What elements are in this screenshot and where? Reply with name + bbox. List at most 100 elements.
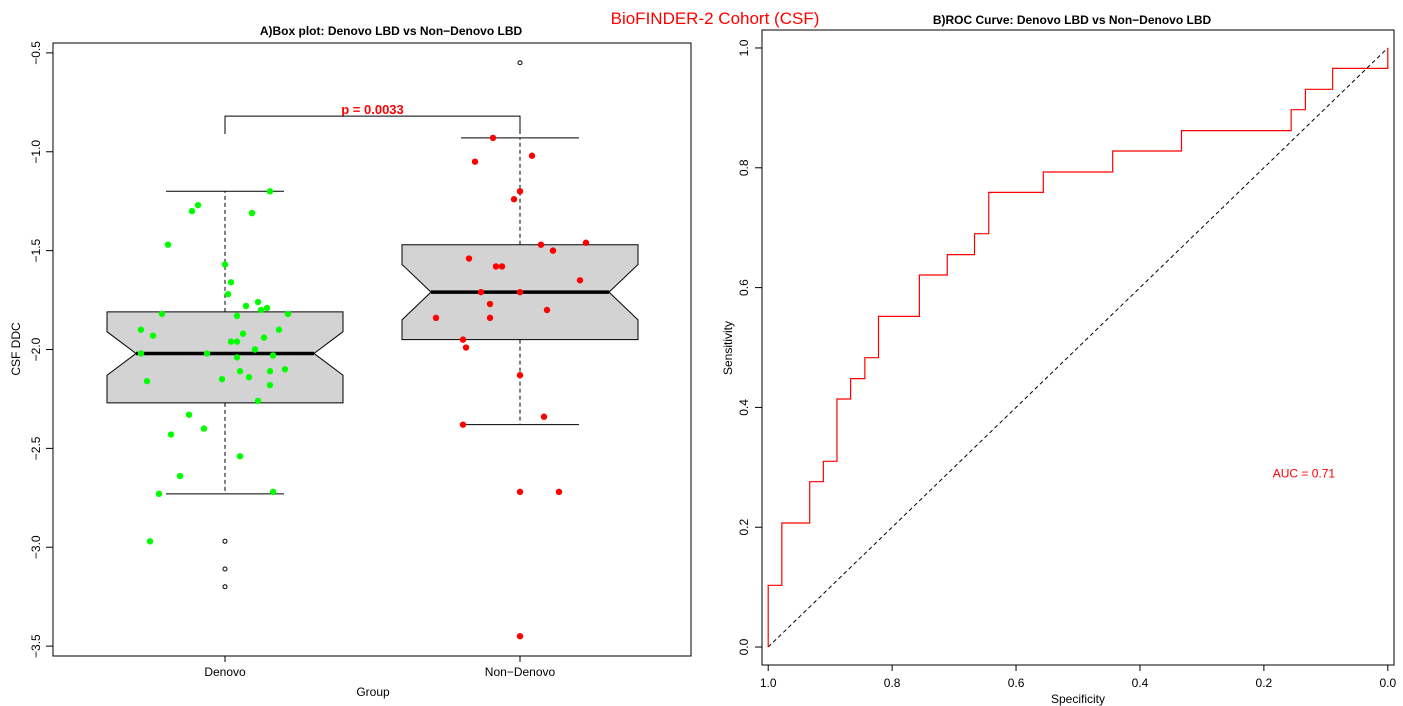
data-point-0-28 (269, 352, 277, 359)
boxplot-x-axis: Denovo Non−Denovo (204, 655, 556, 679)
y-tick-label: 0.6 (737, 279, 751, 296)
data-point-0-32 (245, 373, 253, 381)
data-point-0-24 (251, 346, 259, 353)
boxplot-y-axis: −3.5 −3.0 −2.5 −2.0 −1.5 −1.0 −0.5 (29, 41, 54, 658)
data-point-1-13 (576, 277, 584, 284)
data-point-1-2 (528, 152, 536, 159)
data-point-0-42 (155, 490, 163, 498)
data-point-0-34 (254, 397, 262, 405)
data-point-1-18 (459, 336, 467, 343)
data-point-0-13 (233, 312, 241, 320)
y-tick-label: 0.2 (737, 519, 751, 536)
boxplot-y-label: CSF DDC (9, 322, 23, 376)
data-point-1-7 (549, 247, 557, 254)
y-tick-label: 1.0 (737, 39, 751, 56)
data-point-1-19 (462, 344, 470, 351)
data-point-1-0 (489, 134, 497, 142)
roc-x-axis: 1.0 0.8 0.6 0.4 0.2 0.0 (760, 664, 1396, 690)
roc-title: B)ROC Curve: Denovo LBD vs Non−Denovo LB… (933, 13, 1212, 27)
data-point-0-17 (233, 338, 241, 345)
auc-label: AUC = 0.71 (1273, 466, 1336, 480)
data-point-1-14 (516, 288, 524, 296)
data-point-0-30 (236, 368, 244, 375)
x-tick-label: 1.0 (760, 676, 777, 690)
data-point-1-21 (540, 413, 548, 420)
data-point-0-29 (266, 368, 274, 375)
data-point-0-2 (194, 201, 202, 209)
y-tick-label: 0.0 (737, 638, 751, 655)
roc-reference-line (767, 47, 1389, 648)
y-tick-label: −3.5 (29, 634, 43, 658)
data-point-0-12 (284, 310, 292, 318)
data-point-0-38 (167, 431, 175, 438)
y-tick-label: 0.8 (737, 159, 751, 176)
roc-curve-line (767, 47, 1389, 648)
boxplot-title: A)Box plot: Denovo LBD vs Non−Denovo LBD (260, 24, 523, 38)
data-point-0-14 (275, 326, 283, 333)
roc-curve (767, 47, 1389, 648)
data-point-1-17 (432, 314, 440, 322)
y-tick-label: −2.0 (29, 337, 43, 361)
outlier-0-2 (222, 584, 228, 590)
p-value-bracket-line (224, 115, 521, 134)
data-point-1-6 (582, 239, 590, 246)
outlier-0-0 (222, 538, 228, 544)
data-point-0-36 (185, 411, 193, 418)
p-value-bracket: p = 0.0033 (224, 102, 521, 134)
x-tick-label: 0.4 (1132, 676, 1149, 690)
data-point-0-8 (254, 298, 262, 306)
boxplot-panel: A)Box plot: Denovo LBD vs Non−Denovo LBD… (9, 24, 692, 699)
data-point-1-15 (543, 306, 551, 314)
y-tick-label: −1.0 (29, 140, 43, 164)
data-point-1-22 (459, 421, 467, 428)
data-point-1-23 (555, 488, 563, 496)
data-point-0-6 (227, 279, 235, 286)
boxplot-points (137, 134, 590, 640)
p-value-label: p = 0.0033 (341, 102, 404, 117)
data-point-1-8 (465, 255, 473, 262)
data-point-0-5 (221, 261, 229, 268)
data-point-0-26 (143, 377, 151, 385)
data-point-0-41 (269, 488, 277, 496)
data-point-0-11 (257, 306, 265, 314)
roc-x-label: Specificity (1051, 692, 1105, 706)
data-point-0-25 (137, 350, 145, 357)
x-tick-label: 0.2 (1256, 676, 1273, 690)
data-point-0-21 (203, 350, 211, 357)
data-point-0-0 (266, 188, 274, 195)
data-point-0-43 (146, 538, 154, 545)
boxplot-boxes (106, 60, 639, 639)
data-point-1-5 (537, 241, 545, 248)
x-tick-label: Denovo (204, 665, 246, 679)
data-point-0-27 (233, 354, 241, 361)
data-point-1-12 (486, 300, 494, 308)
data-point-1-3 (510, 196, 518, 203)
y-tick-label: 0.4 (737, 399, 751, 416)
data-point-1-9 (492, 263, 500, 270)
data-point-0-22 (227, 338, 235, 345)
data-point-0-39 (176, 472, 184, 480)
outlier-1-0 (517, 60, 523, 66)
data-point-0-33 (218, 375, 226, 383)
x-tick-label: 0.8 (884, 676, 901, 690)
data-point-0-9 (242, 302, 250, 310)
data-point-0-19 (149, 332, 157, 339)
data-point-1-25 (516, 633, 524, 640)
data-point-0-16 (260, 334, 268, 341)
x-tick-label: 0.0 (1379, 676, 1396, 690)
data-point-0-37 (200, 425, 208, 432)
data-point-0-40 (236, 453, 244, 460)
y-tick-label: −2.5 (29, 436, 43, 460)
data-point-0-18 (137, 326, 145, 333)
data-point-0-10 (263, 304, 271, 312)
data-point-1-10 (498, 263, 506, 270)
roc-panel: B)ROC Curve: Denovo LBD vs Non−Denovo LB… (721, 13, 1396, 706)
roc-y-label: Sensitivity (721, 321, 735, 375)
data-point-0-35 (266, 381, 274, 389)
data-point-0-4 (164, 241, 172, 248)
data-point-1-20 (516, 372, 524, 379)
outlier-0-1 (222, 566, 228, 572)
y-tick-label: −1.5 (29, 238, 43, 262)
x-tick-label: 0.6 (1008, 676, 1025, 690)
